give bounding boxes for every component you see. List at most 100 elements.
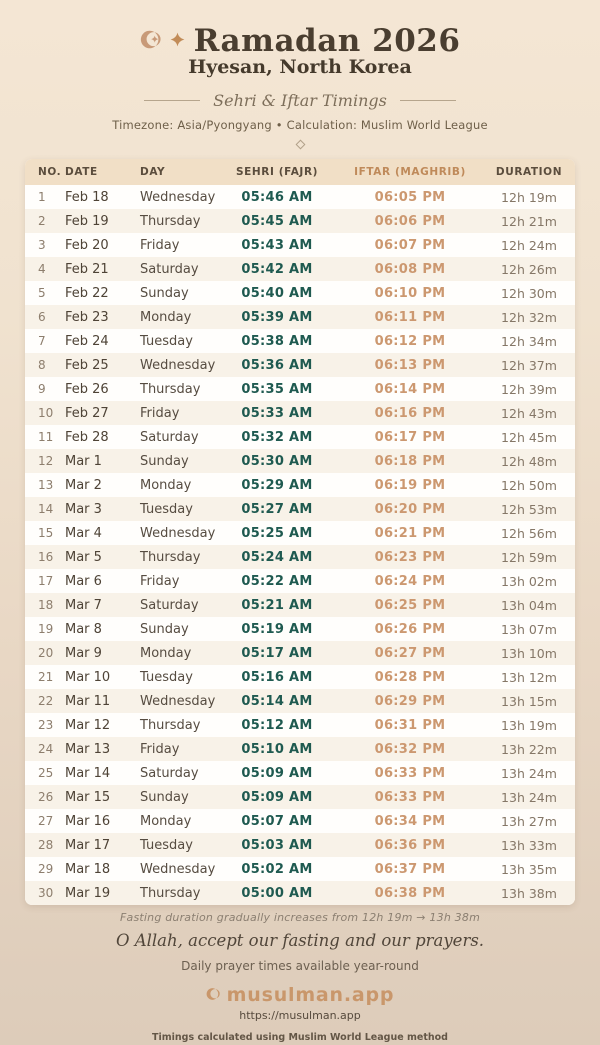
row-iftar-time: 06:24 PM <box>374 573 446 589</box>
table-row: 6 Feb 23 Monday 05:39 AM 06:11 PM 12h 32… <box>25 305 575 329</box>
row-sehri-time: 05:16 AM <box>241 669 313 685</box>
row-date: Feb 19 <box>65 213 109 229</box>
row-sehri-time: 05:46 AM <box>241 189 313 205</box>
row-duration: 12h 34m <box>501 333 557 349</box>
row-duration: 12h 32m <box>501 309 557 325</box>
row-iftar-time: 06:27 PM <box>374 645 446 661</box>
row-iftar-time: 06:14 PM <box>374 381 446 397</box>
row-no: 19 <box>38 622 54 636</box>
row-sehri-time: 05:12 AM <box>241 717 313 733</box>
row-duration: 12h 19m <box>501 189 557 205</box>
row-duration: 12h 30m <box>501 285 557 301</box>
row-iftar-time: 06:05 PM <box>374 189 446 205</box>
row-no: 17 <box>38 574 54 588</box>
row-sehri-time: 05:43 AM <box>241 237 313 253</box>
row-no: 2 <box>38 214 46 228</box>
row-date: Mar 11 <box>65 693 111 709</box>
row-sehri-time: 05:27 AM <box>241 501 313 517</box>
table-row: 2 Feb 19 Thursday 05:45 AM 06:06 PM 12h … <box>25 209 575 233</box>
row-sehri-time: 05:30 AM <box>241 453 313 469</box>
row-date: Mar 5 <box>65 549 102 565</box>
table-row: 14 Mar 3 Tuesday 05:27 AM 06:20 PM 12h 5… <box>25 497 575 521</box>
row-date: Feb 24 <box>65 333 109 349</box>
row-no: 26 <box>38 790 54 804</box>
row-day: Saturday <box>140 261 199 277</box>
row-duration: 13h 22m <box>501 741 557 757</box>
row-date: Feb 18 <box>65 189 109 205</box>
row-iftar-time: 06:34 PM <box>374 813 446 829</box>
row-no: 23 <box>38 718 54 732</box>
row-day: Saturday <box>140 597 199 613</box>
row-sehri-time: 05:32 AM <box>241 429 313 445</box>
row-day: Sunday <box>140 285 189 301</box>
row-date: Mar 7 <box>65 597 102 613</box>
row-date: Feb 26 <box>65 381 109 397</box>
table-row: 13 Mar 2 Monday 05:29 AM 06:19 PM 12h 50… <box>25 473 575 497</box>
row-day: Wednesday <box>140 189 216 205</box>
row-sehri-time: 05:17 AM <box>241 645 313 661</box>
table-row: 17 Mar 6 Friday 05:22 AM 06:24 PM 13h 02… <box>25 569 575 593</box>
table-row: 15 Mar 4 Wednesday 05:25 AM 06:21 PM 12h… <box>25 521 575 545</box>
table-row: 22 Mar 11 Wednesday 05:14 AM 06:29 PM 13… <box>25 689 575 713</box>
table-row: 19 Mar 8 Sunday 05:19 AM 06:26 PM 13h 07… <box>25 617 575 641</box>
subtitle-divider: Sehri & Iftar Timings <box>0 91 600 110</box>
row-sehri-time: 05:22 AM <box>241 573 313 589</box>
table-row: 30 Mar 19 Thursday 05:00 AM 06:38 PM 13h… <box>25 881 575 905</box>
row-no: 11 <box>38 430 54 444</box>
row-day: Sunday <box>140 621 189 637</box>
table-header: NO. DATE DAY SEHRI (FAJR) IFTAR (MAGHRIB… <box>25 159 575 185</box>
row-date: Feb 20 <box>65 237 109 253</box>
column-header-date: DATE <box>63 159 139 185</box>
row-day: Wednesday <box>140 357 216 373</box>
row-sehri-time: 05:38 AM <box>241 333 313 349</box>
row-iftar-time: 06:23 PM <box>374 549 446 565</box>
row-duration: 13h 24m <box>501 765 557 781</box>
table-row: 3 Feb 20 Friday 05:43 AM 06:07 PM 12h 24… <box>25 233 575 257</box>
row-no: 6 <box>38 310 46 324</box>
row-date: Feb 27 <box>65 405 109 421</box>
row-iftar-time: 06:06 PM <box>374 213 446 229</box>
row-duration: 12h 43m <box>501 405 557 421</box>
row-no: 3 <box>38 238 46 252</box>
row-no: 7 <box>38 334 46 348</box>
table-row: 18 Mar 7 Saturday 05:21 AM 06:25 PM 13h … <box>25 593 575 617</box>
row-iftar-time: 06:33 PM <box>374 789 446 805</box>
row-iftar-time: 06:20 PM <box>374 501 446 517</box>
row-day: Wednesday <box>140 693 216 709</box>
row-date: Mar 17 <box>65 837 111 853</box>
table-row: 7 Feb 24 Tuesday 05:38 AM 06:12 PM 12h 3… <box>25 329 575 353</box>
row-day: Monday <box>140 813 192 829</box>
row-duration: 13h 19m <box>501 717 557 733</box>
row-date: Mar 1 <box>65 453 102 469</box>
row-day: Saturday <box>140 429 199 445</box>
row-no: 15 <box>38 526 54 540</box>
row-date: Mar 4 <box>65 525 102 541</box>
row-duration: 13h 33m <box>501 837 557 853</box>
row-iftar-time: 06:21 PM <box>374 525 446 541</box>
row-no: 1 <box>38 190 46 204</box>
row-date: Mar 15 <box>65 789 111 805</box>
table-row: 1 Feb 18 Wednesday 05:46 AM 06:05 PM 12h… <box>25 185 575 209</box>
row-day: Wednesday <box>140 525 216 541</box>
row-no: 12 <box>38 454 54 468</box>
row-sehri-time: 05:24 AM <box>241 549 313 565</box>
row-day: Thursday <box>140 885 201 901</box>
row-sehri-time: 05:39 AM <box>241 309 313 325</box>
availability-note: Daily prayer times available year-round <box>181 959 419 973</box>
row-iftar-time: 06:26 PM <box>374 621 446 637</box>
row-duration: 12h 59m <box>501 549 557 565</box>
brand-url: https://musulman.app <box>239 1009 361 1022</box>
brand-row: musulman.app <box>0 984 600 1006</box>
table-row: 28 Mar 17 Tuesday 05:03 AM 06:36 PM 13h … <box>25 833 575 857</box>
row-date: Feb 23 <box>65 309 109 325</box>
table-row: 23 Mar 12 Thursday 05:12 AM 06:31 PM 13h… <box>25 713 575 737</box>
row-duration: 13h 12m <box>501 669 557 685</box>
row-sehri-time: 05:02 AM <box>241 861 313 877</box>
row-date: Feb 21 <box>65 261 109 277</box>
row-duration: 13h 04m <box>501 597 557 613</box>
row-iftar-time: 06:08 PM <box>374 261 446 277</box>
row-date: Mar 14 <box>65 765 111 781</box>
table-row: 8 Feb 25 Wednesday 05:36 AM 06:13 PM 12h… <box>25 353 575 377</box>
row-no: 29 <box>38 862 54 876</box>
table-row: 5 Feb 22 Sunday 05:40 AM 06:10 PM 12h 30… <box>25 281 575 305</box>
